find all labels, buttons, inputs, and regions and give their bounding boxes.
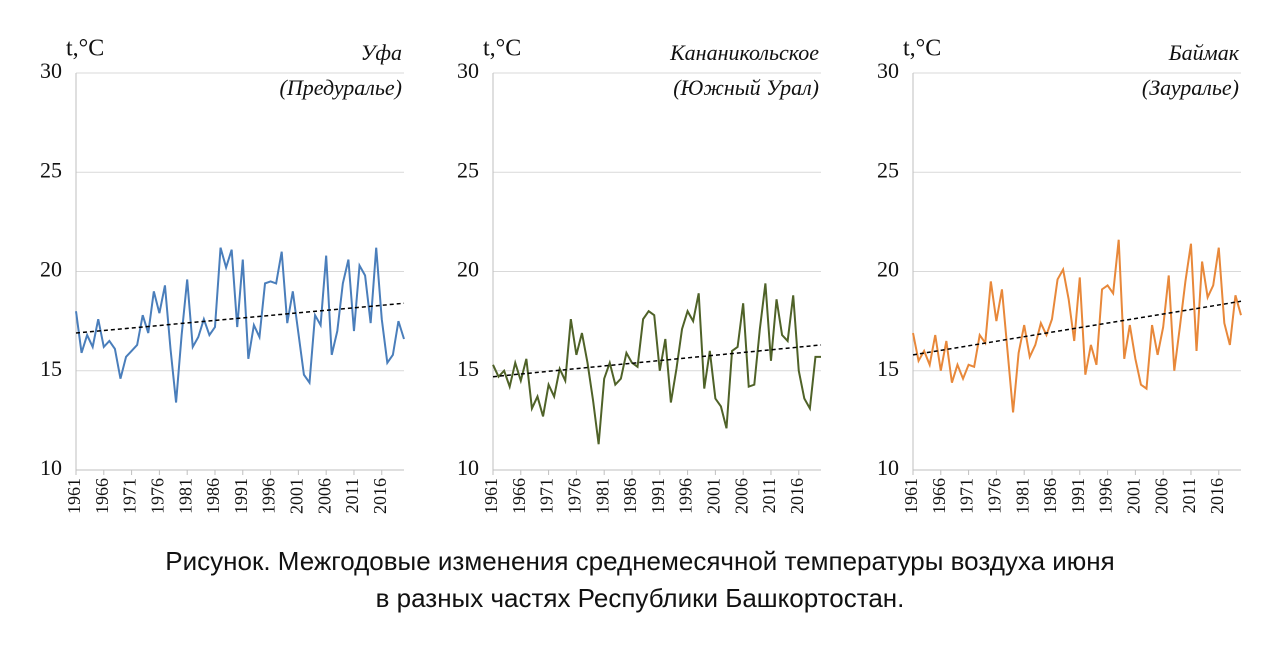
x-tick-label: 1966	[929, 478, 949, 514]
x-tick-label: 2001	[286, 478, 306, 514]
x-tick-label: 2016	[1207, 478, 1227, 514]
x-tick-label: 2011	[1179, 478, 1199, 513]
y-tick-label: 15	[457, 356, 479, 381]
x-tick-label: 2006	[1151, 478, 1171, 514]
y-tick-label: 10	[40, 455, 62, 480]
chart-subtitle: (Зауралье)	[1142, 75, 1239, 100]
chart-title: Кананикольское	[669, 40, 819, 65]
y-tick-label: 10	[877, 455, 899, 480]
x-tick-label: 1966	[509, 478, 529, 514]
y-tick-label: 30	[877, 58, 899, 83]
x-tick-label: 1996	[1096, 478, 1116, 514]
data-line	[912, 239, 1242, 413]
x-tick-label: 2016	[787, 478, 807, 514]
x-tick-label: 2001	[703, 478, 723, 514]
y-tick-label: 30	[40, 58, 62, 83]
x-tick-label: 1991	[1068, 478, 1088, 514]
y-tick-label: 25	[877, 157, 899, 182]
y-tick-label: 30	[457, 58, 479, 83]
x-tick-label: 1996	[259, 478, 279, 514]
chart-subtitle: (Южный Урал)	[673, 75, 819, 100]
y-tick-label: 15	[40, 356, 62, 381]
y-tick-label: 20	[40, 257, 62, 282]
x-tick-label: 1976	[565, 478, 585, 514]
x-tick-label: 2006	[314, 478, 334, 514]
trend-line	[75, 302, 405, 334]
x-tick-label: 2001	[1123, 478, 1143, 514]
x-tick-label: 1991	[231, 478, 251, 514]
x-tick-label: 1961	[481, 478, 501, 514]
x-tick-label: 2011	[759, 478, 779, 513]
chart-title: Уфа	[361, 40, 402, 65]
y-axis-label: t,°C	[483, 36, 521, 62]
x-tick-label: 1981	[592, 478, 612, 514]
chart-subtitle: (Предуралье)	[280, 75, 402, 100]
y-tick-label: 15	[877, 356, 899, 381]
chart-title: Баймак	[1168, 40, 1240, 65]
x-tick-label: 2016	[370, 478, 390, 514]
trend-line	[492, 344, 822, 378]
y-axis-label: t,°C	[66, 36, 104, 62]
y-tick-label: 20	[877, 257, 899, 282]
y-tick-label: 10	[457, 455, 479, 480]
x-tick-label: 1986	[620, 478, 640, 514]
x-tick-label: 1996	[676, 478, 696, 514]
x-tick-label: 1981	[1012, 478, 1032, 514]
x-tick-label: 1966	[92, 478, 112, 514]
x-tick-label: 1971	[957, 478, 977, 514]
x-tick-label: 1961	[901, 478, 921, 514]
data-line	[492, 283, 821, 445]
x-tick-label: 1971	[537, 478, 557, 514]
y-tick-label: 25	[40, 157, 62, 182]
y-tick-label: 20	[457, 257, 479, 282]
x-tick-label: 1986	[203, 478, 223, 514]
x-tick-label: 1981	[175, 478, 195, 514]
x-tick-label: 1971	[120, 478, 140, 514]
x-tick-label: 1976	[985, 478, 1005, 514]
x-tick-label: 1991	[648, 478, 668, 514]
caption-line: Рисунок. Межгодовые изменения среднемеся…	[165, 546, 1114, 576]
data-line	[75, 247, 405, 403]
x-tick-label: 1961	[64, 478, 84, 514]
x-tick-label: 2011	[342, 478, 362, 513]
x-tick-label: 1986	[1040, 478, 1060, 514]
x-tick-label: 2006	[731, 478, 751, 514]
caption-line: в разных частях Республики Башкортостан.	[376, 583, 905, 613]
y-axis-label: t,°C	[903, 36, 941, 62]
trend-line	[912, 300, 1242, 356]
y-tick-label: 25	[457, 157, 479, 182]
x-tick-label: 1976	[148, 478, 168, 514]
